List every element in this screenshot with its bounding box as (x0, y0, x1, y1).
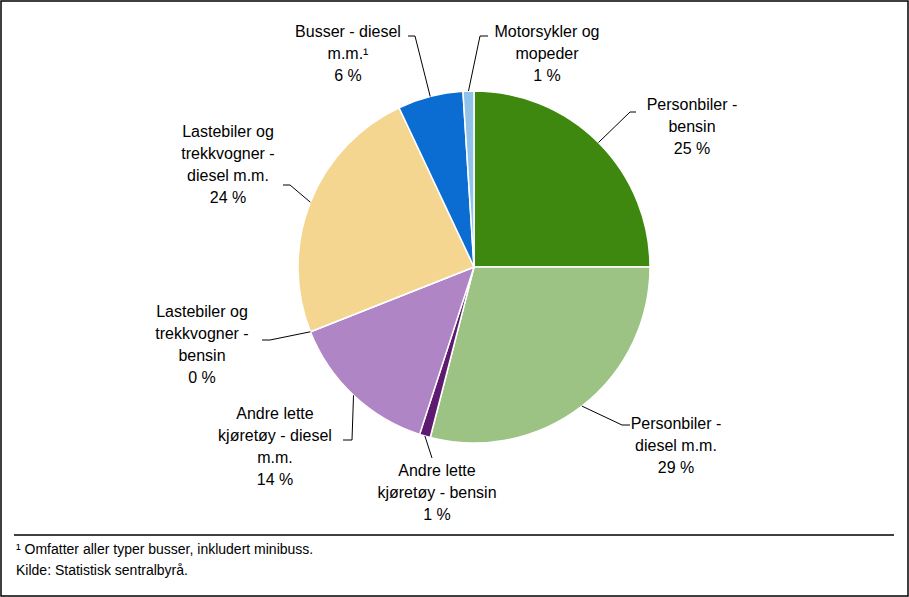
slice-label: Personbiler - bensin (647, 96, 738, 135)
slice-label-line: trekkvogner - (155, 325, 248, 342)
data-label: 0 % (188, 369, 216, 386)
slice-label-line: kjøretøy - bensin (377, 484, 496, 501)
leader-line (425, 436, 432, 458)
slice-label-line: kjøretøy - diesel (218, 427, 332, 444)
slice (399, 91, 474, 267)
slice-label-line: Busser - diesel (295, 23, 401, 40)
slice-label-line: diesel m.m. (187, 167, 269, 184)
slice-label: Andre lette kjøretøy - bensin (377, 462, 496, 501)
slice-label-line: Andre lette (398, 462, 475, 479)
frame (1, 1, 908, 596)
data-label: 25 % (674, 140, 710, 157)
slice-label-line: Motorsykler og (495, 23, 600, 40)
slice-label: Motorsykler og mopeder (495, 23, 600, 62)
leader-line (582, 406, 630, 425)
leader-line (598, 112, 636, 143)
slice-label-line: diesel m.m. (635, 437, 717, 454)
footnote: ¹ Omfatter aller typer busser, inkludert… (16, 541, 313, 557)
slice-label: Busser - diesel m.m.¹ (295, 23, 401, 62)
slice-label-line: m.m.¹ (328, 45, 369, 62)
slice-label-line: trekkvogner - (181, 145, 274, 162)
slice-label-line: Lastebiler og (182, 123, 274, 140)
slice-label: Lastebiler og trekkvogner - diesel m.m. (181, 123, 274, 184)
leader-line (343, 395, 354, 440)
slice-label-line: bensin (668, 118, 715, 135)
slice (474, 91, 650, 267)
data-label: 29 % (658, 459, 694, 476)
chart: Personbiler - bensin 25 % Personbiler - dies… (0, 0, 909, 597)
separator (14, 534, 894, 536)
slice (463, 91, 474, 267)
data-label: 14 % (257, 471, 293, 488)
slice-label-line: mopeder (515, 45, 579, 62)
slice-label: Andre lette kjøretøy - diesel m.m. (218, 405, 332, 466)
slice-label-line: Personbiler - (631, 415, 722, 432)
data-label: 6 % (334, 67, 362, 84)
leader-line (262, 332, 310, 340)
slice-label-line: Lastebiler og (156, 303, 248, 320)
leader-line (408, 36, 430, 97)
data-label: 1 % (423, 506, 451, 523)
slice-label-line: Personbiler - (647, 96, 738, 113)
leader-line (468, 36, 488, 91)
labels: Personbiler - bensin 25 % Personbiler - dies… (155, 23, 737, 523)
data-label: 1 % (533, 67, 561, 84)
slice-label-line: m.m. (257, 449, 293, 466)
pie (298, 91, 650, 443)
data-label: 24 % (210, 189, 246, 206)
slice-label-line: Andre lette (236, 405, 313, 422)
slice-label: Personbiler - diesel m.m. (631, 415, 722, 454)
slice-label-line: bensin (178, 347, 225, 364)
source: Kilde: Statistisk sentralbyrå. (16, 562, 188, 578)
leader-line (283, 185, 310, 202)
slice-label: Lastebiler og trekkvogner - bensin (155, 303, 248, 364)
